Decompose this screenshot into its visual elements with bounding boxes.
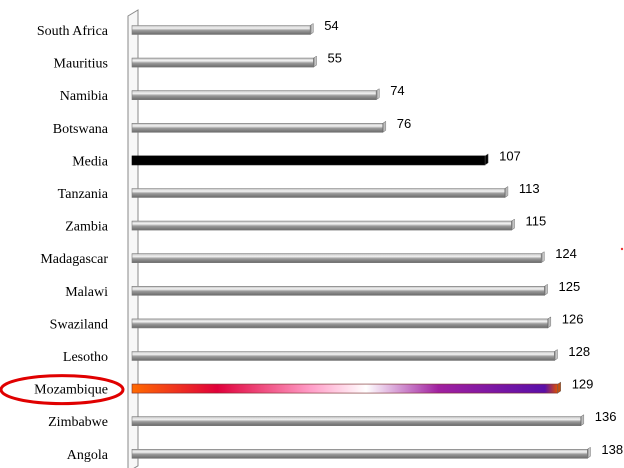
category-label-madagascar: Madagascar xyxy=(40,252,108,267)
value-label-madagascar: 124 xyxy=(555,246,577,261)
bar-cap-malawi xyxy=(544,283,548,296)
bar-malawi xyxy=(131,286,545,296)
value-label-swaziland: 126 xyxy=(562,311,584,326)
bar-cap-zimbabwe xyxy=(580,414,585,427)
bar-zambia xyxy=(131,220,512,231)
bar-cap-angola xyxy=(587,446,591,459)
category-label-swaziland: Swaziland xyxy=(50,317,108,332)
bar-cap-lesotho xyxy=(554,349,558,361)
bar-cap-botswana xyxy=(382,120,387,133)
bar-cap-zambia xyxy=(511,218,515,231)
highlight-ellipse xyxy=(0,374,125,406)
value-label-media: 107 xyxy=(499,148,521,163)
category-label-zimbabwe: Zimbabwe xyxy=(48,415,108,430)
bar-cap-swaziland xyxy=(547,316,552,329)
bar-cap-south-africa xyxy=(309,23,314,35)
value-label-south-africa: 54 xyxy=(324,18,338,33)
bar-media xyxy=(131,155,486,166)
value-label-zambia: 115 xyxy=(526,214,547,229)
category-label-botswana: Botswana xyxy=(53,122,109,137)
bar-madagascar xyxy=(131,253,542,263)
category-label-south-africa: South Africa xyxy=(37,24,109,39)
stray-dot xyxy=(620,247,624,251)
value-label-mauritius: 55 xyxy=(328,51,342,66)
category-label-angola: Angola xyxy=(67,448,109,463)
category-label-zambia: Zambia xyxy=(65,220,109,235)
category-label-media: Media xyxy=(72,154,109,169)
value-label-tanzania: 113 xyxy=(519,181,540,196)
bar-lesotho xyxy=(131,351,555,361)
bar-south-africa xyxy=(131,25,311,35)
category-label-mozambique: Mozambique xyxy=(34,383,108,398)
value-label-botswana: 76 xyxy=(397,116,411,131)
value-label-zimbabwe: 136 xyxy=(595,409,617,424)
bar-tanzania xyxy=(131,188,506,198)
bar-botswana xyxy=(131,123,384,133)
bar-zimbabwe xyxy=(131,416,582,426)
bar-cap-mauritius xyxy=(313,55,317,68)
category-label-lesotho: Lesotho xyxy=(63,350,108,365)
category-label-namibia: Namibia xyxy=(60,89,109,104)
value-label-lesotho: 128 xyxy=(568,344,590,359)
bar-cap-madagascar xyxy=(540,251,545,264)
category-label-malawi: Malawi xyxy=(65,285,108,300)
bar-cap-mozambique xyxy=(557,381,561,394)
bar-namibia xyxy=(131,90,377,100)
value-label-malawi: 125 xyxy=(559,279,581,294)
bar-angola xyxy=(131,449,588,459)
y-axis-wall xyxy=(127,9,139,468)
bar-mauritius xyxy=(131,57,314,68)
value-label-namibia: 74 xyxy=(390,83,404,98)
category-label-mauritius: Mauritius xyxy=(54,57,108,72)
category-label-tanzania: Tanzania xyxy=(58,187,109,202)
bar-cap-media xyxy=(484,153,489,166)
bar-cap-namibia xyxy=(375,88,380,101)
bar-swaziland xyxy=(131,318,549,329)
bar-cap-tanzania xyxy=(504,186,509,198)
value-label-angola: 138 xyxy=(601,442,623,457)
bar-mozambique xyxy=(131,383,558,394)
value-label-mozambique: 129 xyxy=(572,377,594,392)
